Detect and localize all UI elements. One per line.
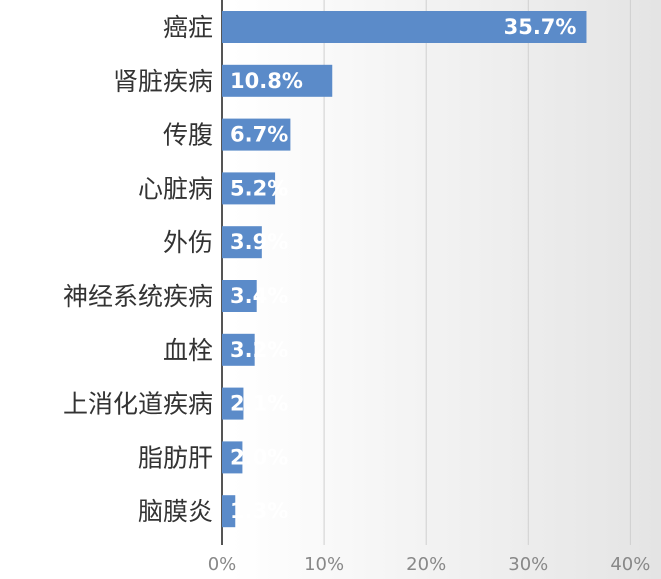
- bar: [222, 333, 255, 366]
- x-tick-label: 0%: [208, 554, 237, 575]
- y-tick-label: 传腹: [163, 121, 213, 150]
- y-tick-label: 脂肪肝: [138, 443, 213, 472]
- bar: [222, 441, 243, 474]
- value-label: 3.9%: [230, 230, 288, 254]
- x-tick-label: 40%: [610, 554, 650, 575]
- x-tick-label: 20%: [406, 554, 446, 575]
- value-label: 5.2%: [230, 176, 288, 200]
- value-label: 10.8%: [230, 69, 303, 93]
- value-label: 3.4%: [230, 284, 288, 308]
- y-tick-label: 心脏病: [138, 174, 213, 203]
- y-tick-label: 神经系统疾病: [63, 282, 213, 311]
- x-tick-label: 30%: [508, 554, 548, 575]
- y-tick-label: 癌症: [163, 13, 213, 42]
- bar: [222, 495, 236, 528]
- value-label: 2.0%: [230, 445, 288, 469]
- bar: [222, 11, 587, 43]
- value-label: 3.2%: [230, 338, 288, 362]
- value-label: 6.7%: [230, 123, 288, 147]
- y-tick-label: 肾脏疾病: [113, 67, 213, 96]
- value-label: 35.7%: [504, 15, 577, 39]
- y-tick-label: 上消化道疾病: [63, 390, 213, 419]
- bar: [222, 226, 262, 259]
- value-label: 2.1%: [230, 392, 288, 416]
- bar: [222, 387, 244, 420]
- bar: [222, 280, 257, 312]
- x-tick-label: 10%: [304, 554, 344, 575]
- bar: [222, 172, 276, 205]
- value-label: 1.3%: [230, 499, 288, 523]
- y-tick-label: 脑膜炎: [138, 497, 213, 526]
- bar: [222, 64, 333, 97]
- y-tick-label: 血栓: [163, 336, 213, 365]
- bar: [222, 118, 291, 151]
- y-tick-label: 外伤: [163, 228, 213, 257]
